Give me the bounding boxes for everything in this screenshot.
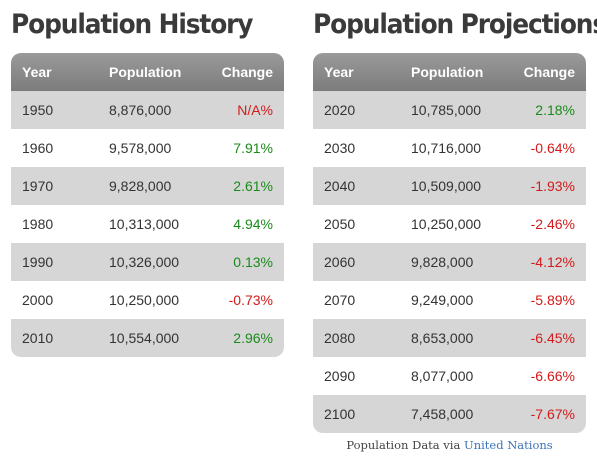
change-cell: -6.45% — [521, 319, 586, 357]
table-row: 2040 10,509,000 -1.93% — [313, 167, 586, 205]
table-row: 2070 9,249,000 -5.89% — [313, 281, 586, 319]
change-cell: -0.73% — [219, 281, 284, 319]
table-row: 2010 10,554,000 2.96% — [11, 319, 284, 357]
source-prefix: Population Data via — [346, 438, 461, 452]
change-cell: -0.64% — [521, 129, 586, 167]
table-row: 1970 9,828,000 2.61% — [11, 167, 284, 205]
population-cell: 10,554,000 — [86, 319, 219, 357]
year-cell: 2040 — [313, 167, 388, 205]
population-cell: 10,250,000 — [86, 281, 219, 319]
population-cell: 10,785,000 — [388, 91, 521, 129]
change-cell: 4.94% — [219, 205, 284, 243]
year-cell: 1980 — [11, 205, 86, 243]
population-cell: 10,716,000 — [388, 129, 521, 167]
population-cell: 9,249,000 — [388, 281, 521, 319]
change-cell: 7.91% — [219, 129, 284, 167]
data-source-credit: Population Data via United Nations — [313, 438, 586, 452]
population-cell: 9,578,000 — [86, 129, 219, 167]
population-history-title: Population History — [11, 9, 254, 40]
year-cell: 2030 — [313, 129, 388, 167]
population-cell: 7,458,000 — [388, 395, 521, 433]
table-row: 1990 10,326,000 0.13% — [11, 243, 284, 281]
table-row: 1980 10,313,000 4.94% — [11, 205, 284, 243]
population-history-section: Population History Year Population Chang… — [11, 0, 284, 357]
change-cell: -4.12% — [521, 243, 586, 281]
population-column-header: Population — [388, 53, 521, 91]
change-cell: 0.13% — [219, 243, 284, 281]
year-cell: 1990 — [11, 243, 86, 281]
population-cell: 10,250,000 — [388, 205, 521, 243]
year-cell: 1950 — [11, 91, 86, 129]
year-cell: 1960 — [11, 129, 86, 167]
year-cell: 2080 — [313, 319, 388, 357]
change-cell: -7.67% — [521, 395, 586, 433]
change-cell: -1.93% — [521, 167, 586, 205]
population-cell: 8,077,000 — [388, 357, 521, 395]
change-cell: -5.89% — [521, 281, 586, 319]
population-history-header: Year Population Change — [11, 53, 284, 91]
change-cell: 2.61% — [219, 167, 284, 205]
change-cell: -6.66% — [521, 357, 586, 395]
united-nations-link[interactable]: United Nations — [464, 438, 553, 452]
population-column-header: Population — [86, 53, 219, 91]
population-history-table: Year Population Change 1950 8,876,000 N/A%… — [11, 53, 284, 357]
population-cell: 9,828,000 — [86, 167, 219, 205]
table-row: 2060 9,828,000 -4.12% — [313, 243, 586, 281]
change-cell: 2.18% — [521, 91, 586, 129]
table-row: 1950 8,876,000 N/A% — [11, 91, 284, 129]
table-row: 2100 7,458,000 -7.67% — [313, 395, 586, 433]
table-row: 2000 10,250,000 -0.73% — [11, 281, 284, 319]
year-cell: 1970 — [11, 167, 86, 205]
population-cell: 9,828,000 — [388, 243, 521, 281]
population-cell: 10,326,000 — [86, 243, 219, 281]
year-cell: 2090 — [313, 357, 388, 395]
population-cell: 10,509,000 — [388, 167, 521, 205]
table-row: 1960 9,578,000 7.91% — [11, 129, 284, 167]
change-cell: N/A% — [219, 91, 284, 129]
population-projections-header: Year Population Change — [313, 53, 586, 91]
population-projections-body: 2020 10,785,000 2.18% 2030 10,716,000 -0.64% 2… — [313, 91, 586, 433]
year-cell: 2060 — [313, 243, 388, 281]
year-column-header: Year — [11, 53, 86, 91]
population-history-body: 1950 8,876,000 N/A% 1960 9,578,000 7.91% 1970 9… — [11, 91, 284, 357]
population-cell: 10,313,000 — [86, 205, 219, 243]
change-cell: -2.46% — [521, 205, 586, 243]
table-row: 2050 10,250,000 -2.46% — [313, 205, 586, 243]
population-projections-section: Population Projections Year Population C… — [313, 0, 597, 433]
table-row: 2090 8,077,000 -6.66% — [313, 357, 586, 395]
population-cell: 8,653,000 — [388, 319, 521, 357]
year-column-header: Year — [313, 53, 388, 91]
year-cell: 2100 — [313, 395, 388, 433]
change-column-header: Change — [219, 53, 284, 91]
table-row: 2080 8,653,000 -6.45% — [313, 319, 586, 357]
year-cell: 2000 — [11, 281, 86, 319]
year-cell: 2010 — [11, 319, 86, 357]
header-row: Year Population Change — [313, 53, 586, 91]
table-row: 2020 10,785,000 2.18% — [313, 91, 586, 129]
change-column-header: Change — [521, 53, 586, 91]
population-cell: 8,876,000 — [86, 91, 219, 129]
year-cell: 2050 — [313, 205, 388, 243]
change-cell: 2.96% — [219, 319, 284, 357]
population-projections-table: Year Population Change 2020 10,785,000 2.1… — [313, 53, 586, 433]
header-row: Year Population Change — [11, 53, 284, 91]
table-row: 2030 10,716,000 -0.64% — [313, 129, 586, 167]
population-projections-title: Population Projections — [313, 9, 597, 40]
year-cell: 2020 — [313, 91, 388, 129]
year-cell: 2070 — [313, 281, 388, 319]
